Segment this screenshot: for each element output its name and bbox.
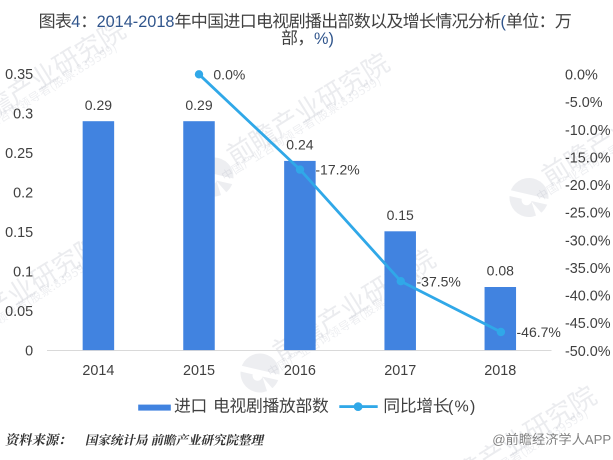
svg-text:2014-2018: 2014-2018 — [97, 13, 175, 31]
svg-text:-46.7%: -46.7% — [517, 324, 561, 340]
svg-text:0.25: 0.25 — [5, 146, 33, 162]
svg-text:0.0%: 0.0% — [565, 68, 598, 84]
svg-text:-17.2%: -17.2% — [315, 162, 359, 178]
svg-text:APP: APP — [585, 432, 612, 447]
svg-text:-37.5%: -37.5% — [417, 273, 461, 289]
svg-text:2017: 2017 — [384, 363, 416, 379]
svg-text:0.35: 0.35 — [5, 67, 33, 83]
svg-text:-10.0%: -10.0% — [565, 123, 611, 139]
svg-text:-50.0%: -50.0% — [565, 344, 611, 360]
svg-text:0.24: 0.24 — [286, 137, 313, 153]
svg-text:0.15: 0.15 — [5, 225, 33, 241]
svg-text:0.3: 0.3 — [13, 106, 33, 122]
svg-text:-45.0%: -45.0% — [565, 316, 611, 332]
svg-text:-25.0%: -25.0% — [565, 206, 611, 222]
svg-text:(: ( — [500, 13, 506, 31]
svg-text:0.0%: 0.0% — [213, 66, 245, 82]
svg-text:-20.0%: -20.0% — [565, 178, 611, 194]
svg-text:0: 0 — [25, 343, 33, 359]
svg-text:-5.0%: -5.0% — [565, 95, 603, 111]
svg-text:2016: 2016 — [284, 363, 316, 379]
svg-text:0.29: 0.29 — [185, 97, 212, 113]
svg-text:2014: 2014 — [82, 363, 114, 379]
svg-text:-40.0%: -40.0% — [565, 289, 611, 305]
svg-text:%): %) — [314, 30, 334, 48]
svg-text:0.2: 0.2 — [13, 185, 33, 201]
svg-text:-35.0%: -35.0% — [565, 261, 611, 277]
svg-text:(%): (%) — [448, 399, 476, 416]
svg-text:4: 4 — [71, 13, 80, 31]
svg-text:0.15: 0.15 — [387, 207, 414, 223]
svg-text:-15.0%: -15.0% — [565, 150, 611, 166]
svg-text:0.1: 0.1 — [13, 264, 33, 280]
svg-text:0.29: 0.29 — [85, 97, 112, 113]
svg-text:0.05: 0.05 — [5, 304, 33, 320]
svg-text:0.08: 0.08 — [487, 263, 514, 279]
svg-text:2015: 2015 — [183, 363, 215, 379]
svg-text:2018: 2018 — [484, 363, 516, 379]
svg-text:-30.0%: -30.0% — [565, 233, 611, 249]
svg-text:@: @ — [492, 432, 505, 447]
